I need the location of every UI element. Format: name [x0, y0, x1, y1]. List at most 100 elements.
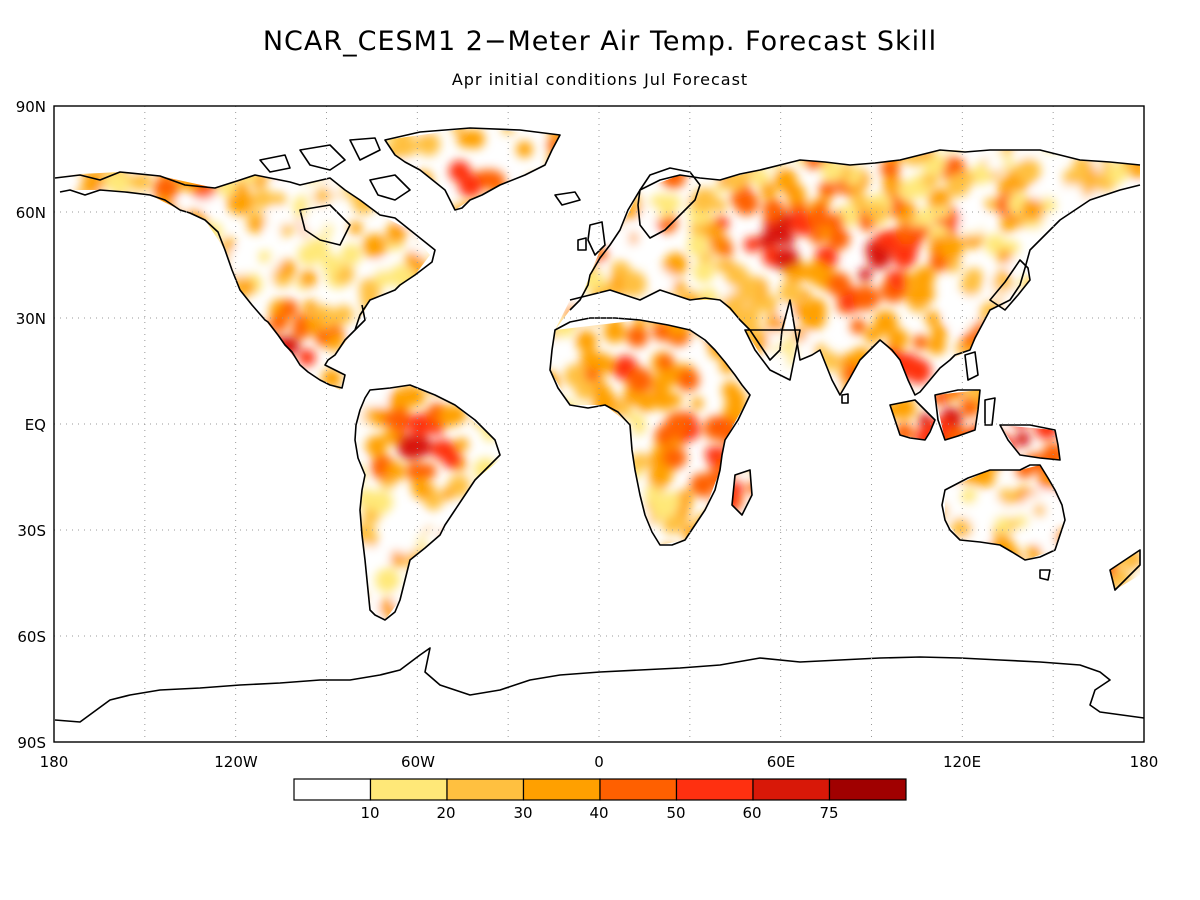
- skill-cell: [305, 315, 324, 333]
- skill-cell: [1015, 137, 1038, 160]
- skill-cell: [1037, 353, 1059, 375]
- skill-cell: [576, 524, 602, 550]
- skill-cell: [541, 243, 567, 269]
- skill-cell: [78, 153, 99, 174]
- skill-cell: [1019, 128, 1038, 137]
- skill-cell: [315, 522, 336, 543]
- skill-cell: [226, 424, 240, 438]
- skill-cell: [795, 477, 814, 497]
- skill-cell: [691, 397, 704, 410]
- skill-cell: [751, 610, 772, 620]
- skill-cell: [94, 200, 116, 222]
- skill-cell: [1095, 230, 1118, 253]
- skill-cell: [809, 456, 836, 483]
- skill-cell: [495, 624, 508, 637]
- skill-cell: [882, 446, 900, 463]
- skill-cell: [282, 544, 303, 565]
- skill-cell: [413, 128, 428, 133]
- skill-cell: [988, 584, 1001, 598]
- skill-cell: [270, 341, 284, 355]
- skill-cell: [72, 370, 86, 385]
- skill-cell: [238, 570, 252, 583]
- skill-cell: [746, 457, 760, 471]
- skill-cell: [96, 363, 123, 390]
- skill-cell: [86, 397, 107, 418]
- skill-cell: [340, 243, 362, 266]
- skill-cell: [786, 624, 804, 642]
- skill-cell: [700, 538, 722, 560]
- skill-cell: [1046, 374, 1062, 390]
- skill-cell: [244, 353, 268, 376]
- skill-cell: [274, 454, 296, 476]
- skill-cell: [854, 524, 880, 550]
- skill-cell: [172, 271, 191, 290]
- skill-cell: [626, 367, 653, 394]
- skill-cell: [311, 440, 338, 467]
- skill-cell: [311, 542, 329, 560]
- skill-cell: [403, 283, 418, 298]
- skill-cell: [849, 191, 867, 209]
- skill-cell: [531, 541, 551, 561]
- skill-cell: [897, 591, 920, 614]
- map-frame: [53, 105, 1145, 743]
- skill-cell: [355, 333, 370, 348]
- skill-cell: [401, 514, 423, 536]
- skill-cell: [706, 128, 733, 146]
- skill-cell: [423, 324, 438, 339]
- skill-cell: [1071, 398, 1088, 415]
- skill-cell: [188, 352, 212, 376]
- skill-cell: [1036, 358, 1051, 373]
- skill-cell: [821, 160, 843, 182]
- skill-cell: [780, 502, 799, 521]
- skill-cell: [182, 328, 201, 346]
- skill-cell: [226, 152, 241, 168]
- skill-cell: [388, 264, 412, 288]
- skill-cell: [712, 323, 738, 348]
- skill-cell: [522, 613, 544, 620]
- skill-cell: [228, 501, 254, 527]
- lon-axis: 180 120W 60W 0 60E 120E 180: [40, 753, 1159, 771]
- skill-cell: [910, 596, 934, 620]
- skill-cell: [1018, 128, 1034, 132]
- skill-cell: [72, 287, 87, 302]
- skill-cell: [604, 487, 626, 508]
- skill-cell: [526, 619, 543, 620]
- skill-cell: [743, 236, 760, 253]
- skill-cell: [153, 175, 179, 202]
- skill-cell: [1125, 501, 1140, 522]
- skill-cell: [607, 149, 627, 170]
- skill-cell: [279, 481, 303, 505]
- skill-cell: [494, 584, 518, 607]
- skill-cell: [122, 466, 141, 486]
- skill-cell: [1132, 143, 1140, 165]
- skill-cell: [986, 153, 1005, 172]
- skill-cell: [659, 588, 674, 603]
- skill-cell: [406, 461, 427, 482]
- skill-cell: [1111, 435, 1129, 452]
- skill-cell: [375, 567, 401, 593]
- skill-cell: [1062, 169, 1079, 186]
- skill-cell: [220, 514, 243, 537]
- skill-cell: [821, 419, 836, 434]
- lat-tick-label: 60S: [17, 628, 46, 646]
- skill-cell: [867, 202, 887, 223]
- skill-cell: [888, 503, 905, 520]
- skill-cell: [280, 299, 299, 318]
- skill-cell: [487, 232, 505, 250]
- skill-cell: [297, 128, 316, 139]
- skill-cell: [913, 266, 936, 288]
- skill-cell: [141, 331, 156, 345]
- skill-cell: [742, 148, 762, 168]
- skill-cell: [129, 372, 154, 396]
- skill-cell: [116, 229, 135, 249]
- skill-cell: [756, 499, 779, 522]
- skill-cell: [905, 285, 926, 306]
- skill-cell: [310, 613, 332, 620]
- skill-cell: [837, 455, 861, 479]
- skill-cell: [264, 609, 284, 620]
- skill-cell: [884, 565, 897, 578]
- skill-cell: [170, 271, 185, 287]
- legend-swatch: [522, 778, 601, 801]
- skill-cell: [494, 586, 512, 604]
- skill-cell: [1030, 389, 1050, 410]
